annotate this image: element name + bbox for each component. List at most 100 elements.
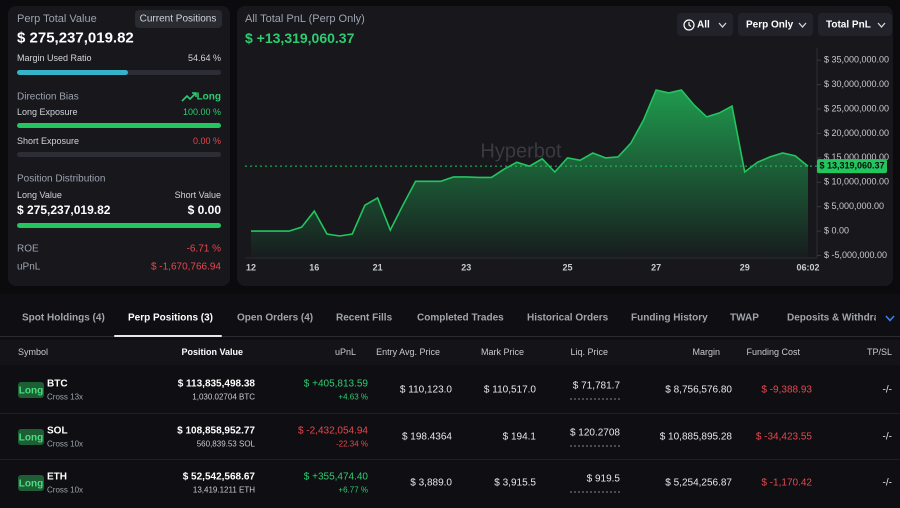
label: Position Distribution (17, 173, 106, 185)
tab[interactable]: Funding History (631, 312, 708, 324)
label: -6.71 % (186, 243, 221, 255)
label: $ 8,756,576.80 (665, 384, 732, 396)
y-tick-label: $ 15,000,000.00 (824, 152, 889, 162)
label: $ 194.1 (502, 431, 536, 443)
symbol: BTC (47, 378, 68, 390)
liq-risk-indicator (570, 491, 620, 493)
progress-fill (17, 70, 129, 75)
y-tick-label: $ 20,000,000.00 (824, 128, 889, 138)
tab[interactable]: Open Orders (4) (237, 312, 314, 324)
column-header[interactable]: Position Value (181, 347, 243, 357)
side-badge-label: Long (18, 385, 44, 396)
filter-label[interactable]: All (697, 19, 710, 30)
summary-panel (8, 6, 230, 286)
row-divider (0, 413, 900, 414)
tab[interactable]: Completed Trades (417, 312, 504, 324)
total-value: $ 275,237,019.82 (17, 29, 134, 47)
tab[interactable]: TWAP (730, 312, 759, 324)
column-header[interactable]: uPnL (334, 347, 356, 357)
column-header: TP/SL (866, 347, 892, 357)
label: Long Exposure (17, 107, 78, 117)
label: $ 113,835,498.38 (177, 378, 255, 390)
button-label[interactable]: Current Positions (139, 13, 217, 25)
pnl-chart: Hyperbot $ 35,000,000.00 $ 30,000,000.00 $ … (245, 48, 889, 272)
bias-value: Long (196, 91, 221, 103)
liq-risk-indicator (570, 445, 620, 447)
tab[interactable]: Deposits & Withdraw (787, 312, 876, 324)
tab[interactable]: Recent Fills (336, 312, 393, 324)
label: Long Value (17, 190, 62, 200)
label: 13,419.1211 ETH (192, 485, 255, 495)
label: $ 108,858,952.77 (177, 425, 255, 437)
label: $ +405,813.59 (303, 378, 368, 390)
active-tab-underline (114, 335, 222, 337)
progress-fill (17, 123, 221, 128)
x-tick-label: 25 (562, 262, 572, 272)
column-header[interactable]: Funding Cost (746, 347, 800, 357)
label: 0.00 % (192, 136, 221, 146)
filter-dropdown[interactable] (677, 13, 733, 36)
column-header[interactable]: Entry Avg. Price (376, 347, 440, 357)
chevron-icon (877, 22, 886, 28)
label: Short Exposure (17, 136, 80, 146)
label: $ 110,517.0 (483, 384, 536, 396)
x-tick-label: 29 (740, 262, 750, 272)
watermark: Hyperbot (480, 140, 562, 162)
margin-mode: Cross 10x (47, 485, 84, 495)
column-header[interactable]: Mark Price (480, 347, 524, 357)
y-tick-label: $ 10,000,000.00 (824, 177, 889, 187)
label: $ 275,237,019.82 (17, 203, 111, 217)
margin-mode: Cross 13x (47, 392, 84, 402)
tab[interactable]: Historical Orders (527, 312, 609, 324)
label: +6.77 % (338, 485, 368, 495)
x-tick-label: 23 (461, 262, 471, 272)
label: $ -9,388.93 (761, 384, 812, 396)
symbol: ETH (47, 471, 67, 483)
y-tick-label: $ 35,000,000.00 (824, 55, 889, 65)
label: $ 5,254,256.87 (665, 477, 732, 489)
side-badge-label: Long (18, 432, 44, 443)
label: $ 71,781.7 (572, 380, 620, 392)
filter-dropdown[interactable] (738, 13, 813, 36)
chevron-icon (798, 22, 807, 28)
tab[interactable]: Perp Positions (3) (128, 312, 214, 324)
side-badge (18, 382, 44, 398)
filter-label[interactable]: Perp Only (746, 19, 794, 30)
column-header[interactable]: Liq. Price (570, 347, 608, 357)
label: 100.00 % (182, 107, 221, 117)
filter-label[interactable]: Total PnL (826, 19, 871, 30)
chart-title: All Total PnL (Perp Only) (245, 13, 365, 25)
current-positions-button[interactable] (135, 10, 222, 28)
side-badge (18, 475, 44, 491)
tabs-expand-icon[interactable] (885, 315, 895, 322)
label: $ 10,885,895.28 (659, 431, 732, 443)
distribution-bar (17, 223, 221, 228)
current-value-label: $ 13,319,060.37 (819, 160, 884, 170)
label: $ 120.2708 (569, 427, 620, 439)
label: uPnL (17, 261, 41, 273)
margin-mode: Cross 10x (47, 439, 84, 449)
label: $ 3,915.5 (494, 477, 536, 489)
label: ROE (17, 243, 39, 255)
column-header[interactable]: Margin (692, 347, 720, 357)
row-divider (0, 459, 900, 460)
label: $ 0.00 (187, 203, 221, 217)
y-tick-label: $ 5,000,000.00 (824, 201, 884, 211)
label: $ -2,432,054.94 (297, 425, 368, 437)
x-tick-label: 06:02 (796, 262, 819, 272)
liq-risk-indicator (570, 398, 620, 400)
label: $ 3,889.0 (410, 477, 452, 489)
label: 560,839.53 SOL (196, 439, 255, 449)
tab[interactable]: Spot Holdings (4) (22, 312, 105, 324)
area-fill (251, 90, 808, 257)
label: $ 110,123.0 (399, 384, 452, 396)
side-badge-label: Long (18, 478, 44, 489)
label: -22.34 % (335, 439, 368, 449)
label: $ -1,170.42 (761, 477, 812, 489)
panel-title: Perp Total Value (17, 13, 97, 25)
y-tick-label: $ 25,000,000.00 (824, 103, 889, 113)
label: Short Value (174, 190, 221, 200)
filter-dropdown[interactable] (818, 13, 892, 36)
label: $ 52,542,568.67 (182, 471, 255, 483)
